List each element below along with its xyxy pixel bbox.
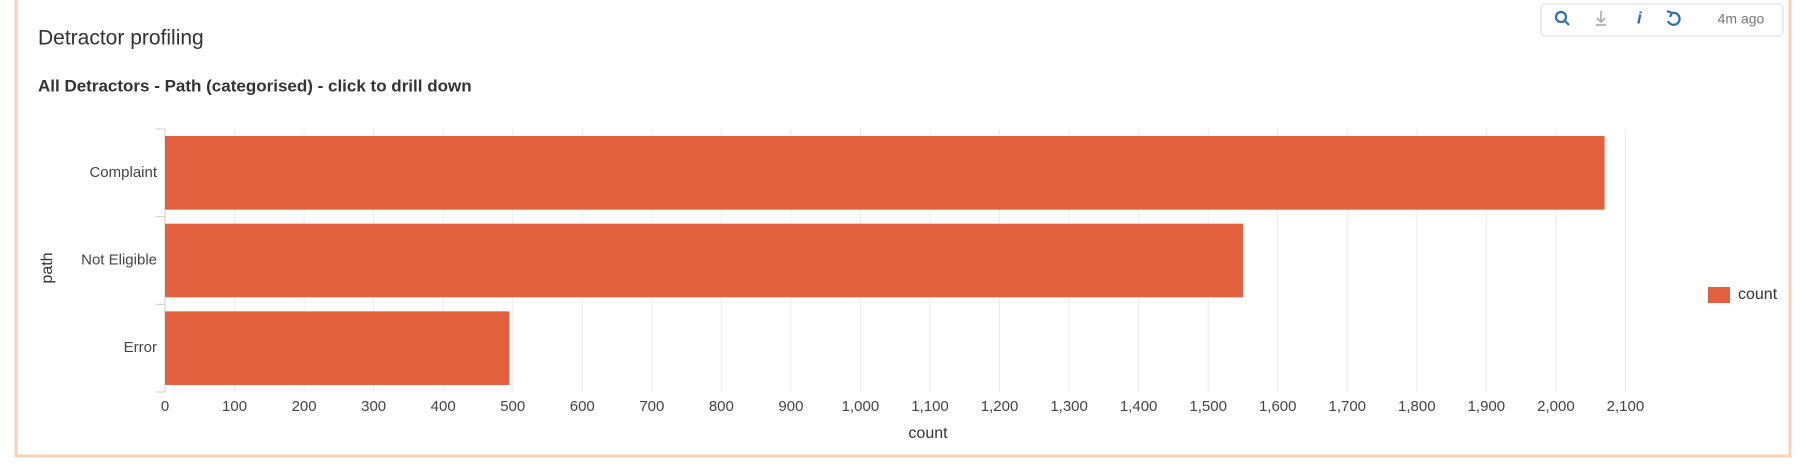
bar [165,223,1243,298]
legend-label: count [1738,286,1778,303]
y-tick-label: Not Eligible [81,251,157,268]
legend-swatch [1708,287,1730,303]
x-tick-label: 100 [222,398,247,415]
info-icon[interactable]: i [1637,8,1643,27]
x-tick-label: 0 [161,398,169,415]
x-tick-label: 300 [361,398,386,415]
x-tick-label: 500 [500,398,525,415]
x-tick-label: 1,600 [1259,398,1297,415]
x-axis-title: count [908,425,948,442]
panel-title: Detractor profiling [38,27,204,50]
y-tick-label: Complaint [89,164,157,181]
x-tick-label: 1,300 [1050,398,1088,415]
x-tick-label: 1,900 [1468,398,1506,415]
x-tick-label: 1,500 [1189,398,1227,415]
last-updated: 4m ago [1718,11,1765,27]
chart-subtitle: All Detractors - Path (categorised) - cl… [38,76,472,95]
x-tick-label: 1,800 [1398,398,1436,415]
x-tick-label: 1,000 [842,398,880,415]
y-tick-label: Error [124,339,157,356]
search-icon[interactable] [1554,10,1570,26]
x-tick-label: 400 [431,398,456,415]
bar [165,136,1605,210]
export-icon[interactable] [1596,11,1606,26]
x-tick-label: 900 [778,398,803,415]
x-tick-label: 2,100 [1607,398,1645,415]
x-tick-label: 800 [709,398,734,415]
x-tick-label: 200 [292,398,317,415]
x-tick-label: 1,200 [981,398,1019,415]
x-tick-label: 600 [570,398,595,415]
x-tick-label: 700 [639,398,664,415]
y-axis-title: path [39,252,56,283]
bar [165,311,510,385]
x-tick-label: 1,400 [1120,398,1158,415]
x-tick-label: 1,100 [911,398,949,415]
x-tick-label: 1,700 [1328,398,1366,415]
refresh-icon[interactable] [1666,9,1681,26]
panel-border [14,0,1792,458]
x-tick-label: 2,000 [1537,398,1575,415]
